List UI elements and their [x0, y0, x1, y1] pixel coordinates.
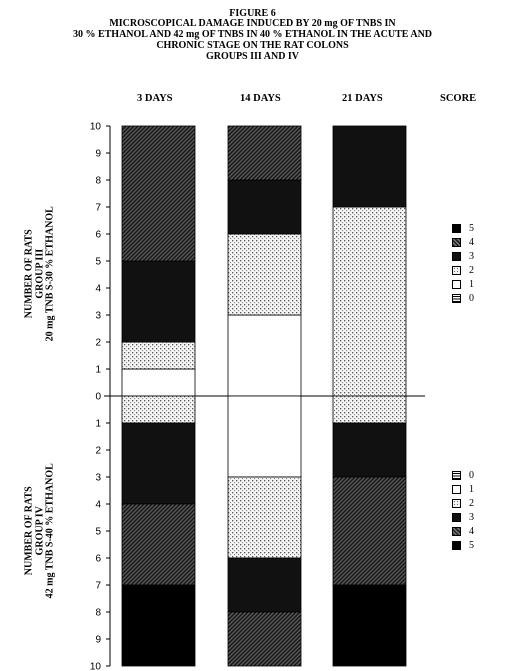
y-tick-label: 5	[95, 257, 101, 268]
legend-swatch	[452, 526, 461, 536]
legend-item-score-5: 5	[452, 539, 474, 551]
legend-item-score-1: 1	[452, 278, 474, 290]
legend-swatch	[452, 223, 461, 233]
legend-label: 0	[469, 469, 474, 481]
figure-title-line-1: MICROSCOPICAL DAMAGE INDUCED BY 20 mg OF…	[109, 18, 396, 29]
y-tick-label: 7	[95, 203, 101, 214]
column-header-3-days: 3 DAYS	[137, 93, 173, 104]
legend-swatch	[452, 237, 461, 247]
legend-label: 4	[469, 236, 474, 248]
legend-label: 1	[469, 483, 474, 495]
y-tick-label: 10	[90, 662, 102, 671]
bar-segment-group-iii-3-days-score-1	[121, 368, 196, 397]
y-tick-label: 2	[95, 446, 101, 457]
legend-item-score-1: 1	[452, 483, 474, 495]
legend-item-score-3: 3	[452, 511, 474, 523]
bar-segment-group-iii-3-days-score-2	[121, 341, 196, 370]
y-tick-label: 2	[95, 338, 101, 349]
y-tick-label: 3	[95, 311, 101, 322]
legend-label: 1	[469, 278, 474, 290]
bar-segment-group-iv-3-days-score-4	[121, 503, 196, 586]
legend-swatch	[452, 470, 461, 480]
legend-item-score-5: 5	[452, 222, 474, 234]
legend-label: 4	[469, 525, 474, 537]
figure-title-line-2: 30 % ETHANOL AND 42 mg OF TNBS IN 40 % E…	[72, 29, 433, 40]
y-tick-label: 6	[95, 230, 101, 241]
legend-label: 5	[469, 222, 474, 234]
bar-segment-group-iv-21-days-score-5	[332, 584, 407, 667]
y-tick-label: 6	[95, 554, 101, 565]
bar-segment-group-iv-14-days-score-4	[227, 611, 302, 667]
bar-segment-group-iii-14-days-score-2	[227, 233, 302, 316]
legend-label: 5	[469, 539, 474, 551]
bar-segment-group-iv-21-days-score-4	[332, 476, 407, 586]
bar-segment-group-iii-3-days-score-3	[121, 260, 196, 343]
legend-item-score-2: 2	[452, 264, 474, 276]
bar-segment-group-iii-14-days-score-4	[227, 125, 302, 181]
y-tick-label: 4	[95, 284, 101, 295]
bar-segment-group-iii-21-days-score-2	[332, 206, 407, 397]
legend-swatch	[452, 265, 461, 275]
bar-segment-group-iii-14-days-score-3	[227, 179, 302, 235]
y-tick-label: 3	[95, 473, 101, 484]
legend-item-score-3: 3	[452, 250, 474, 262]
legend-item-score-2: 2	[452, 497, 474, 509]
legend-label: 0	[469, 292, 474, 304]
legend-swatch	[452, 512, 461, 522]
legend-label: 3	[469, 250, 474, 262]
figure-title-line-3: CHRONIC STAGE ON THE RAT COLONS	[156, 40, 349, 51]
legend-swatch	[452, 279, 461, 289]
legend-item-score-4: 4	[452, 236, 474, 248]
y-tick-label: 4	[95, 500, 101, 511]
legend-swatch	[452, 484, 461, 494]
bar-segment-group-iv-3-days-score-2	[121, 395, 196, 424]
legend-label: 3	[469, 511, 474, 523]
bar-segment-group-iii-14-days-score-1	[227, 314, 302, 397]
y-tick-label: 9	[95, 149, 101, 160]
figure-number: FIGURE 6	[229, 8, 276, 19]
bar-segment-group-iv-14-days-score-1	[227, 395, 302, 478]
legend-swatch	[452, 540, 461, 550]
legend-swatch	[452, 293, 461, 303]
y-tick-label: 1	[95, 419, 101, 430]
figure-title-line-4: GROUPS III AND IV	[205, 51, 300, 62]
bar-segment-group-iv-14-days-score-2	[227, 476, 302, 559]
bar-segment-group-iii-21-days-score-3	[332, 125, 407, 208]
y-tick-label: 9	[95, 635, 101, 646]
legend-label: 2	[469, 497, 474, 509]
y-tick-label: 10	[90, 122, 102, 133]
legend-item-score-4: 4	[452, 525, 474, 537]
y-tick-label: 0	[95, 392, 101, 403]
y-tick-label: 5	[95, 527, 101, 538]
y-tick-label: 8	[95, 608, 101, 619]
y-tick-label: 8	[95, 176, 101, 187]
legend-swatch	[452, 498, 461, 508]
bar-segment-group-iv-21-days-score-2	[332, 395, 407, 424]
bar-segment-group-iii-3-days-score-4	[121, 125, 196, 262]
y-tick-label: 1	[95, 365, 101, 376]
bar-segment-group-iv-21-days-score-3	[332, 422, 407, 478]
y-tick-label: 7	[95, 581, 101, 592]
score-header: SCORE	[440, 93, 477, 104]
legend-item-score-0: 0	[452, 292, 474, 304]
column-header-21-days: 21 DAYS	[342, 93, 383, 104]
column-header-14-days: 14 DAYS	[240, 93, 281, 104]
bar-segment-group-iv-14-days-score-3	[227, 557, 302, 613]
legend-label: 2	[469, 264, 474, 276]
bar-segment-group-iv-3-days-score-3	[121, 422, 196, 505]
legend-swatch	[452, 251, 461, 261]
bar-segment-group-iv-3-days-score-5	[121, 584, 196, 667]
legend-item-score-0: 0	[452, 469, 474, 481]
